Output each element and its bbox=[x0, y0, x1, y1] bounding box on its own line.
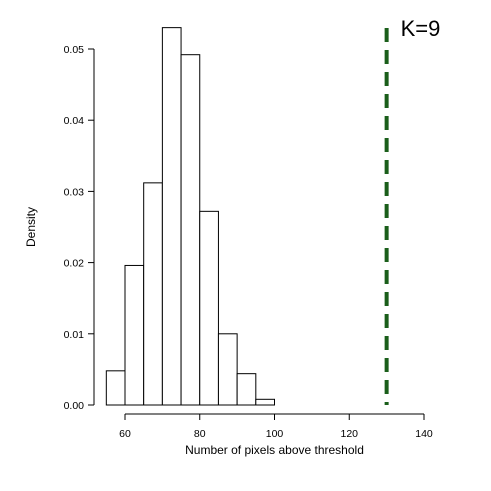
x-tick-label: 60 bbox=[119, 428, 131, 440]
histogram-bar bbox=[180, 54, 201, 406]
x-tick-label: 120 bbox=[340, 428, 358, 440]
y-tick-label: 0.02 bbox=[64, 258, 85, 270]
histogram-bar bbox=[199, 210, 219, 406]
reference-line-label: K=9 bbox=[401, 16, 441, 41]
histogram-bar bbox=[161, 27, 182, 406]
y-tick-label: 0.01 bbox=[64, 329, 85, 341]
histogram-bars bbox=[105, 27, 275, 406]
histogram-bar bbox=[124, 264, 145, 406]
y-tick-label: 0.04 bbox=[64, 115, 85, 127]
x-tick-label: 100 bbox=[266, 428, 284, 440]
histogram-bar bbox=[143, 182, 163, 406]
x-tick-label: 80 bbox=[194, 428, 206, 440]
histogram-bar bbox=[105, 370, 126, 406]
y-tick-label: 0.00 bbox=[64, 400, 85, 412]
y-axis-title: Density bbox=[24, 207, 38, 247]
y-tick-label: 0.03 bbox=[64, 186, 85, 198]
x-tick-label: 140 bbox=[415, 428, 433, 440]
histogram-bar bbox=[217, 333, 238, 406]
x-axis-title: Number of pixels above threshold bbox=[185, 443, 364, 457]
y-axis-ticks: 0.00 0.01 0.02 0.03 0.04 0.05 bbox=[64, 44, 94, 412]
y-tick-label: 0.05 bbox=[64, 44, 85, 56]
histogram-bar bbox=[236, 373, 257, 406]
histogram-bar bbox=[255, 398, 275, 406]
x-axis-ticks: 60 80 100 120 140 bbox=[119, 414, 433, 440]
